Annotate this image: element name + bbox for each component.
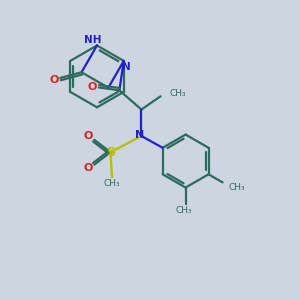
Text: N: N <box>122 62 131 72</box>
Text: CH₃: CH₃ <box>176 206 192 215</box>
Text: N: N <box>135 130 145 140</box>
Text: CH₃: CH₃ <box>169 89 186 98</box>
Text: S: S <box>106 146 115 159</box>
Text: O: O <box>88 82 97 92</box>
Text: CH₃: CH₃ <box>104 179 120 188</box>
Text: NH: NH <box>84 34 101 45</box>
Text: CH₃: CH₃ <box>229 183 245 192</box>
Text: O: O <box>83 131 92 141</box>
Text: O: O <box>49 75 58 85</box>
Text: O: O <box>83 163 92 173</box>
